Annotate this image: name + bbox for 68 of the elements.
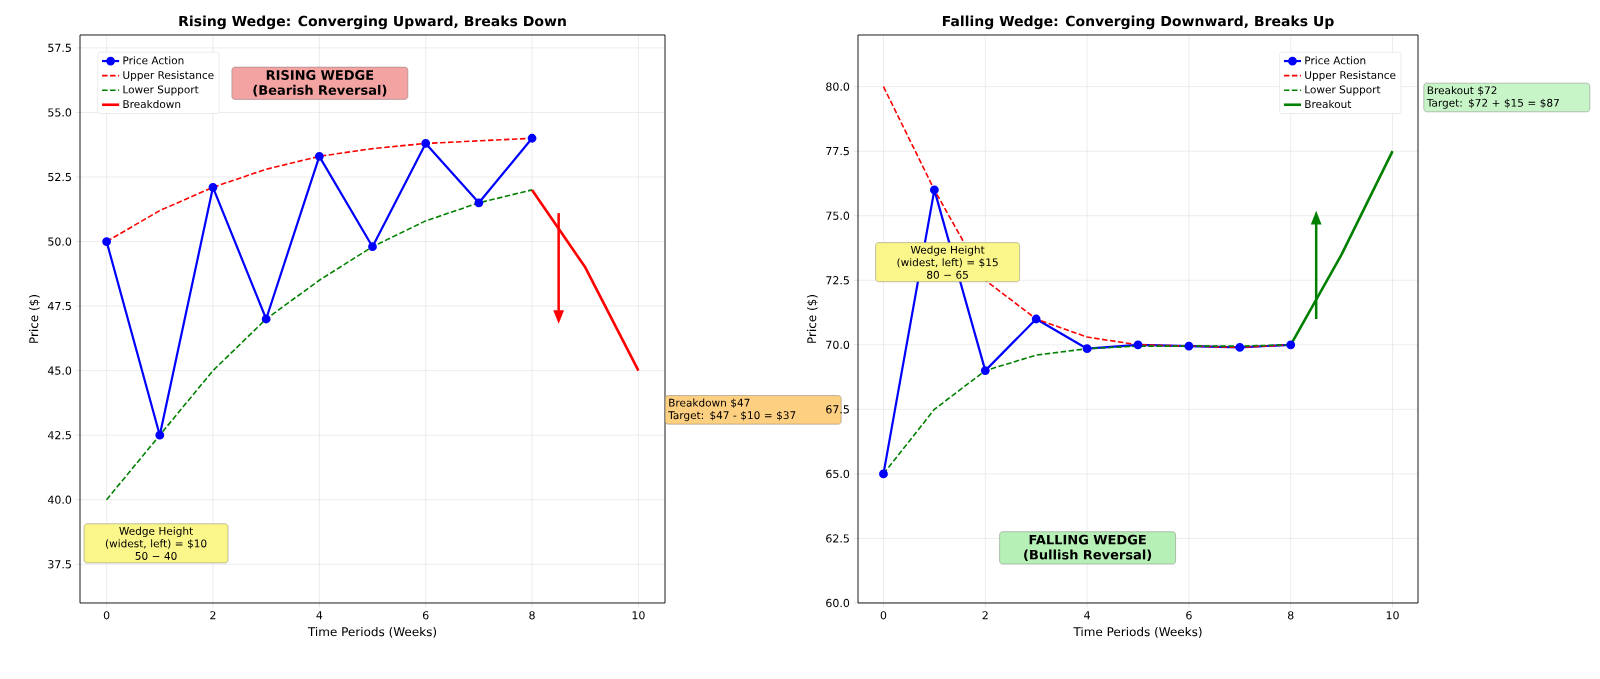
y-tick-label: 80.0 bbox=[826, 82, 850, 91]
text: Breakdown $47 Target: $47 - $10 = $37 bbox=[668, 398, 796, 422]
y-axis-title: Price ($) bbox=[28, 294, 40, 343]
text: Breakout $72 Target: $72 + $15 = $87 bbox=[1426, 86, 1559, 109]
point bbox=[1286, 340, 1296, 350]
x-axis-title: Time Periods (Weeks) bbox=[307, 626, 437, 638]
x-tick-label: 6 bbox=[422, 611, 429, 620]
point bbox=[1133, 340, 1143, 350]
legend-label: Breakout bbox=[1305, 99, 1352, 109]
y-tick-label: 50.0 bbox=[48, 237, 72, 246]
point bbox=[1082, 344, 1092, 354]
x-axis-title: Time Periods (Weeks) bbox=[1073, 626, 1202, 638]
y-tick-label: 75.0 bbox=[826, 211, 850, 220]
point bbox=[421, 139, 431, 148]
legend-label: Upper Resistance bbox=[123, 70, 214, 82]
y-tick-label: 65.0 bbox=[826, 469, 850, 479]
annotation: Wedge Height (widest, left) = $15 80 − 65 bbox=[897, 245, 998, 279]
x-tick-label: 4 bbox=[316, 611, 323, 620]
point bbox=[155, 430, 165, 440]
y-tick-label: 47.5 bbox=[47, 302, 71, 311]
y-tick-label: 70.0 bbox=[826, 340, 850, 349]
point bbox=[1184, 341, 1194, 351]
legend-label: Lower Support bbox=[1305, 85, 1381, 96]
x-tick-label: 2 bbox=[982, 611, 988, 620]
point bbox=[102, 237, 111, 246]
x-tick-label: 8 bbox=[1287, 611, 1294, 620]
x-tick-label: 0 bbox=[880, 611, 887, 620]
y-tick-label: 37.5 bbox=[48, 560, 71, 569]
x-tick-label: 8 bbox=[529, 611, 535, 620]
annotation: RISING WEDGE (Bearish Reversal) bbox=[253, 70, 387, 97]
y-tick-label: 62.5 bbox=[826, 534, 849, 543]
point bbox=[929, 185, 939, 195]
legend-label: Upper Resistance bbox=[1305, 70, 1396, 82]
y-tick-label: 45.0 bbox=[47, 366, 72, 375]
point bbox=[980, 366, 990, 376]
x-tick-label: 10 bbox=[632, 611, 645, 620]
y-axis-title: Price ($) bbox=[806, 294, 818, 343]
point bbox=[1235, 342, 1245, 352]
y-tick-label: 72.5 bbox=[826, 276, 849, 285]
point bbox=[314, 151, 324, 161]
y-tick-label: 40.0 bbox=[47, 495, 72, 504]
x-tick-label: 10 bbox=[1386, 611, 1399, 620]
legend-label: Breakdown bbox=[123, 99, 181, 109]
point bbox=[208, 182, 218, 192]
y-tick-label: 42.5 bbox=[47, 431, 71, 440]
x-tick-label: 4 bbox=[1084, 611, 1090, 620]
legend-label: Price Action bbox=[1305, 56, 1366, 65]
legend-label: Price Action bbox=[123, 56, 184, 65]
annotation: FALLING WEDGE (Bullish Reversal) bbox=[1024, 534, 1152, 562]
point bbox=[261, 314, 271, 324]
x-tick-label: 6 bbox=[1186, 611, 1192, 620]
y-tick-label: 57.5 bbox=[48, 43, 71, 52]
point bbox=[527, 133, 537, 143]
x-tick-label: 0 bbox=[103, 611, 110, 620]
point bbox=[1031, 314, 1041, 324]
legend-label: Lower Support bbox=[123, 85, 199, 96]
y-tick-label: 67.5 bbox=[826, 405, 849, 414]
chart-title: Rising Wedge: Converging Upward, Breaks Down bbox=[179, 15, 566, 30]
y-tick-label: 60.0 bbox=[826, 598, 850, 608]
y-tick-label: 52.5 bbox=[48, 172, 71, 182]
point bbox=[474, 198, 484, 208]
chart-title: Falling Wedge: Converging Downward, Breaks Up bbox=[942, 15, 1334, 30]
point bbox=[368, 242, 377, 252]
annotation: Wedge Height (widest, left) = $10 50 − 40 bbox=[105, 526, 207, 560]
point bbox=[879, 469, 888, 479]
y-tick-label: 55.0 bbox=[48, 108, 72, 117]
x-tick-label: 2 bbox=[210, 611, 216, 620]
y-tick-label: 77.5 bbox=[826, 147, 849, 156]
